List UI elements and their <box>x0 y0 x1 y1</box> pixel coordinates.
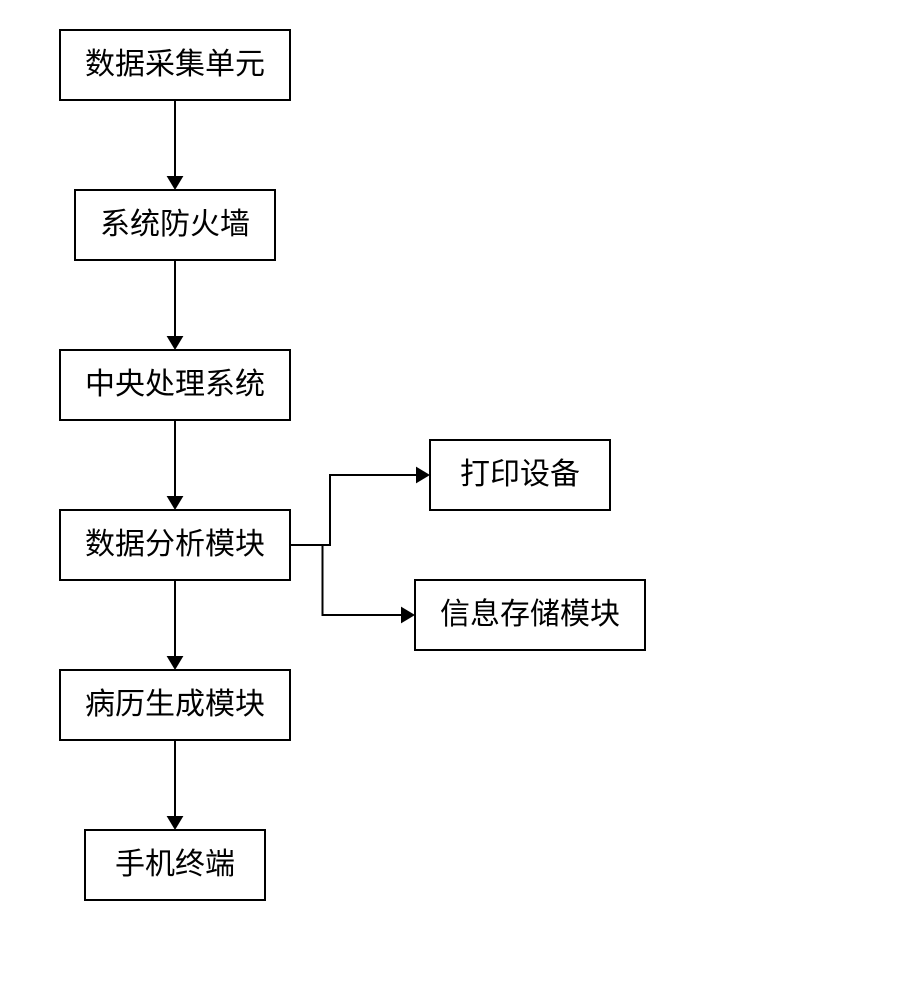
node-label: 手机终端 <box>115 848 235 881</box>
node-n1: 数据采集单元 <box>60 30 290 100</box>
node-n3: 中央处理系统 <box>60 350 290 420</box>
arrowhead <box>401 607 415 624</box>
node-label: 病历生成模块 <box>85 688 265 721</box>
node-label: 信息存储模块 <box>440 598 620 631</box>
node-n4: 数据分析模块 <box>60 510 290 580</box>
node-label: 中央处理系统 <box>85 368 265 401</box>
node-label: 打印设备 <box>460 458 580 491</box>
arrowhead <box>167 336 184 350</box>
edge <box>290 475 418 545</box>
node-label: 系统防火墙 <box>100 208 250 241</box>
edge <box>290 545 403 615</box>
node-n5: 病历生成模块 <box>60 670 290 740</box>
arrowhead <box>167 656 184 670</box>
flowchart-canvas: 数据采集单元系统防火墙中央处理系统数据分析模块病历生成模块手机终端 打印设备信息存… <box>0 0 901 1000</box>
arrowhead <box>167 176 184 190</box>
arrowhead <box>167 496 184 510</box>
node-label: 数据分析模块 <box>85 528 265 561</box>
node-label: 数据采集单元 <box>85 48 265 81</box>
node-n8: 信息存储模块 <box>415 580 645 650</box>
node-n7: 打印设备 <box>430 440 610 510</box>
arrowhead <box>167 816 184 830</box>
arrowhead <box>416 467 430 484</box>
node-n2: 系统防火墙 <box>75 190 275 260</box>
node-n6: 手机终端 <box>85 830 265 900</box>
